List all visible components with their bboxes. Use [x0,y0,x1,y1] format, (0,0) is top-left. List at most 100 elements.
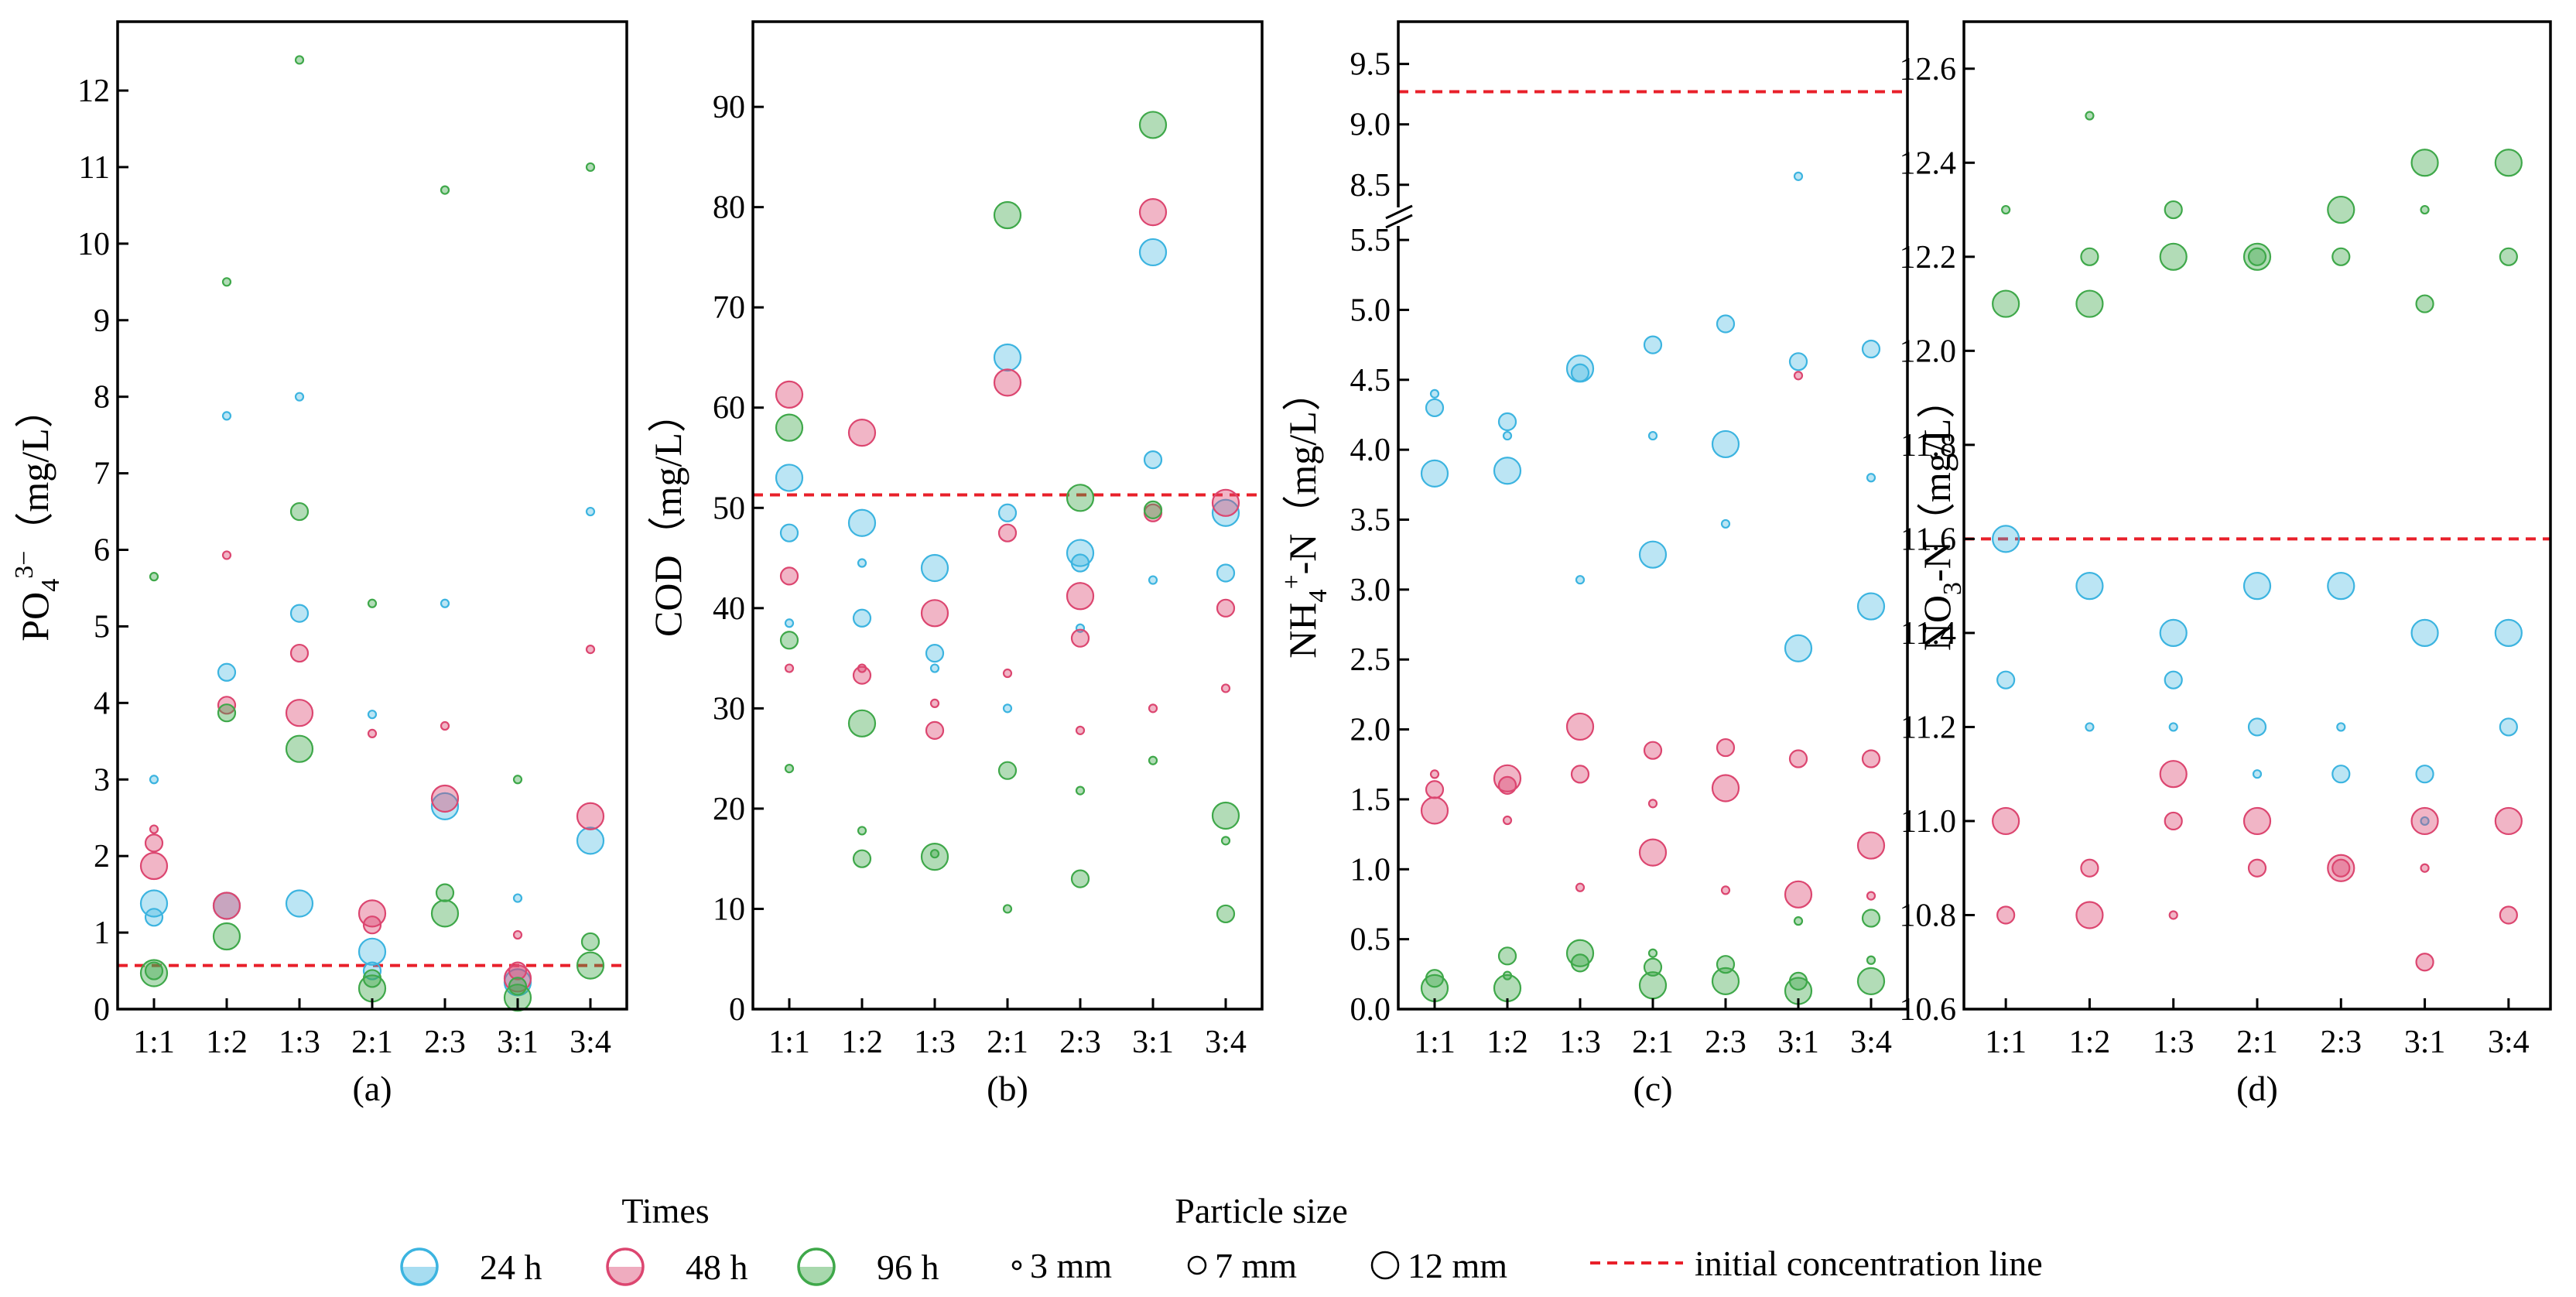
y-tick-label: 6 [94,533,110,569]
point-48h-1:3-7mm [2164,811,2183,831]
point-96h-2:1-3mm [1002,904,1013,914]
x-tick-label: 1:2 [2069,1025,2111,1060]
y-tick-label: 80 [713,190,745,226]
point-24h-2:1-3mm [1647,430,1658,441]
point-48h-3:4-3mm [585,645,596,655]
point-24h-1:3-7mm [289,604,310,623]
y-tick-label: 11.4 [1900,616,1956,652]
point-48h-1:1-3mm [784,663,795,673]
x-tick-label: 1:2 [206,1025,248,1060]
point-24h-1:1-3mm [1429,388,1440,399]
point-24h-3:1-3mm [1793,171,1804,181]
y-tick-label: 11.0 [1900,804,1956,840]
legend-time-label: 96 h [877,1247,939,1287]
point-96h-3:1-3mm [2420,204,2430,215]
point-24h-3:4-7mm [1216,563,1236,583]
point-96h-1:2-7mm [2080,247,2099,266]
point-96h-1:3-7mm [289,501,310,522]
x-tick-label: 1:1 [133,1025,175,1060]
point-96h-3:1-3mm [1793,916,1804,926]
point-48h-3:1-3mm [1148,703,1158,714]
y-tick-label: 11.2 [1900,710,1956,745]
point-24h-1:2-3mm [1502,430,1513,441]
y-axis-label: COD（mg/L） [646,394,689,637]
y-tick-label: 60 [713,391,745,426]
point-48h-1:1-7mm [144,833,164,853]
point-24h-2:3-7mm [1716,314,1736,334]
point-48h-3:4-3mm [1220,683,1231,693]
point-24h-2:1-7mm [997,503,1018,522]
point-48h-1:1-7mm [1425,780,1445,799]
point-48h-1:2-7mm [217,696,237,715]
point-48h-1:3-7mm [925,720,945,740]
point-24h-2:3-7mm [2331,765,2351,784]
point-24h-1:2-7mm [1497,412,1517,432]
axis-break-mark [1385,214,1413,229]
y-tick-label: 50 [713,491,745,526]
point-48h-1:2-3mm [1502,815,1513,826]
x-tick-label: 2:1 [351,1025,393,1060]
point-96h-3:1-7mm [2415,294,2434,313]
point-48h-3:4-7mm [1861,749,1881,768]
point-96h-3:1-3mm [512,775,523,785]
point-24h-3:1-3mm [2420,816,2430,826]
y-tick-label: 4 [94,686,110,721]
point-48h-1:1-3mm [149,824,159,834]
point-48h-2:1-3mm [1002,668,1013,679]
point-48h-1:3-7mm [1570,765,1590,784]
panel-b: 0 10 20 30 40 50 60 70 80 90 1:1 1:2 1:3 2:1 2:3 3:1 3:4… [646,20,1264,1108]
y-tick-label: 10 [713,891,745,927]
point-96h-2:3-7mm [2331,247,2351,266]
y-tick-label: 8.5 [1350,168,1391,204]
point-96h-3:4-3mm [585,162,596,173]
point-96h-3:4-7mm [2499,247,2518,266]
point-96h-1:3-3mm [294,55,305,65]
x-tick-label: 3:4 [1205,1025,1247,1060]
y-tick-label: 9.0 [1350,108,1391,143]
point-24h-2:3-3mm [440,598,450,608]
point-48h-2:1-7mm [997,523,1018,542]
y-tick-label: 4.5 [1350,363,1391,399]
point-48h-2:1-3mm [367,728,378,739]
legend-size-title: Particle size [1175,1191,1348,1230]
x-tick-label: 1:1 [768,1025,810,1060]
point-96h-2:3-7mm [1070,869,1090,888]
point-48h-2:3-3mm [440,720,450,731]
x-tick-label: 2:1 [1632,1025,1674,1060]
legend-items: 24 h 48 h 96 h 3 mm 7 mm 12 mm initial concent… [400,1244,2043,1287]
point-48h-1:1-7mm [779,566,799,586]
x-tick-label: 3:1 [1777,1025,1819,1060]
panel-label: (c) [1633,1069,1672,1108]
legend-initial-line-label: initial concentration line [1695,1244,2043,1283]
y-tick-label: 0 [729,992,745,1028]
point-96h-1:3-7mm [2164,200,2183,220]
point-96h-2:1-3mm [1647,948,1658,958]
legend-time-label: 48 h [686,1247,748,1287]
y-tick-label: 2.0 [1350,713,1391,748]
point-48h-1:2-7mm [2080,858,2099,878]
